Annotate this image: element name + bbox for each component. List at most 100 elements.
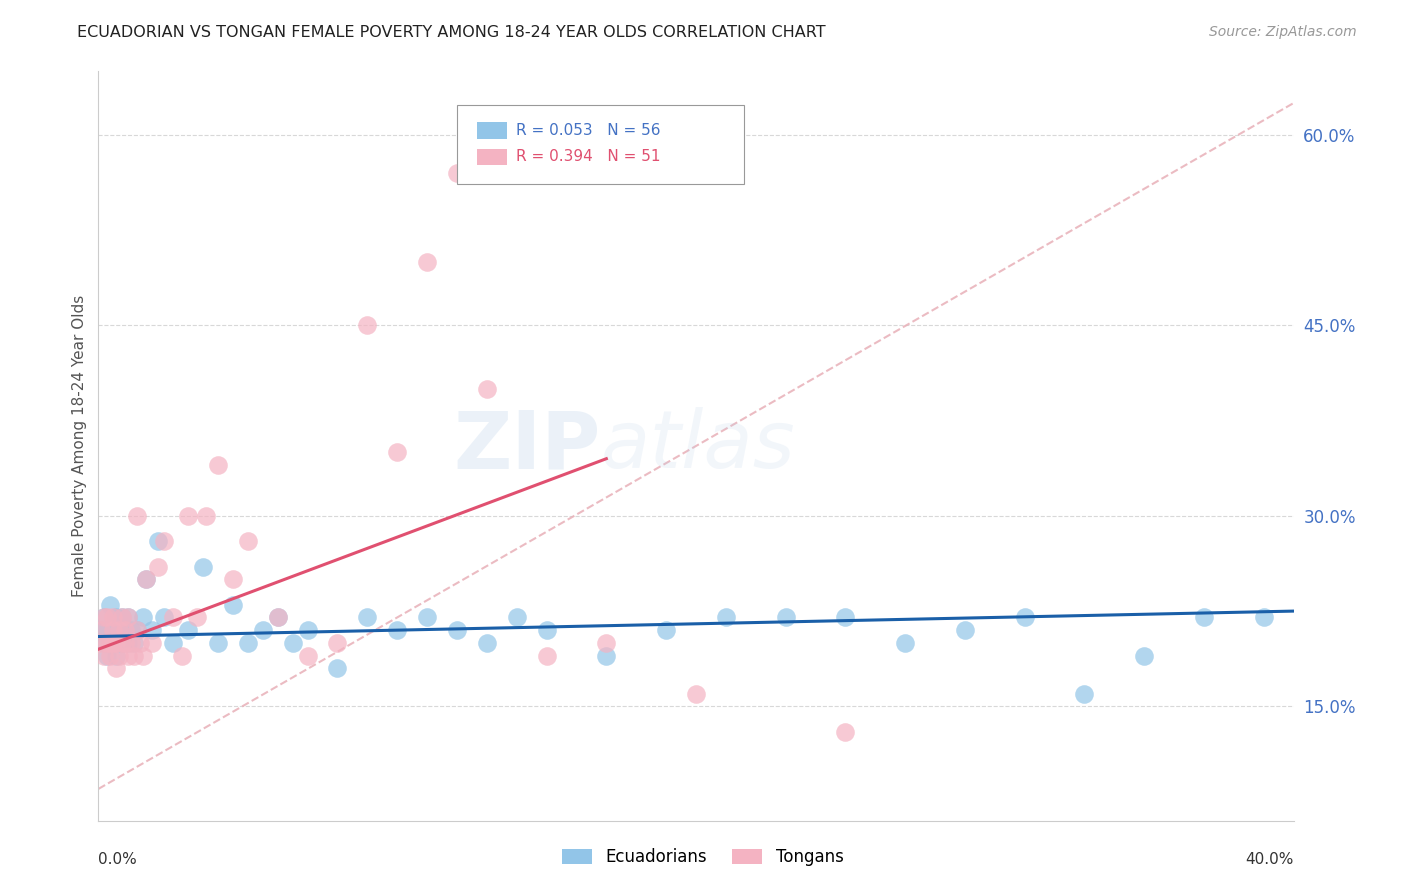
Point bbox=[127, 623, 149, 637]
Point bbox=[1073, 687, 1095, 701]
Point bbox=[105, 636, 128, 650]
Point bbox=[129, 636, 152, 650]
Point bbox=[775, 610, 797, 624]
Point bbox=[297, 648, 319, 663]
FancyBboxPatch shape bbox=[477, 149, 508, 165]
Point bbox=[117, 610, 139, 624]
Point bbox=[172, 648, 194, 663]
Text: R = 0.053   N = 56: R = 0.053 N = 56 bbox=[516, 123, 659, 138]
Point bbox=[93, 648, 115, 663]
Y-axis label: Female Poverty Among 18-24 Year Olds: Female Poverty Among 18-24 Year Olds bbox=[72, 295, 87, 597]
Point bbox=[236, 534, 259, 549]
Point bbox=[207, 458, 229, 472]
Point bbox=[222, 598, 245, 612]
Point bbox=[356, 318, 378, 333]
Text: 0.0%: 0.0% bbox=[98, 853, 138, 867]
Point bbox=[1133, 648, 1156, 663]
Point bbox=[536, 623, 558, 637]
Point bbox=[93, 610, 115, 624]
Point bbox=[191, 559, 214, 574]
Point bbox=[416, 255, 439, 269]
Point bbox=[135, 572, 157, 586]
Point bbox=[446, 166, 468, 180]
Point bbox=[141, 636, 163, 650]
Point bbox=[111, 610, 134, 624]
Point bbox=[90, 636, 112, 650]
Text: R = 0.394   N = 51: R = 0.394 N = 51 bbox=[516, 149, 659, 164]
Point bbox=[93, 610, 115, 624]
Point bbox=[685, 687, 707, 701]
Point bbox=[153, 534, 176, 549]
Point bbox=[1192, 610, 1215, 624]
Point bbox=[117, 610, 139, 624]
Point bbox=[103, 636, 125, 650]
Point bbox=[114, 623, 136, 637]
Point bbox=[132, 648, 155, 663]
Point bbox=[103, 623, 125, 637]
Point bbox=[475, 382, 498, 396]
Point bbox=[326, 661, 349, 675]
Point bbox=[326, 636, 349, 650]
Point bbox=[93, 636, 115, 650]
Point bbox=[385, 445, 409, 459]
Point bbox=[127, 623, 149, 637]
Text: Source: ZipAtlas.com: Source: ZipAtlas.com bbox=[1209, 25, 1357, 39]
FancyBboxPatch shape bbox=[457, 105, 744, 184]
Point bbox=[108, 648, 131, 663]
Point bbox=[103, 623, 125, 637]
Text: 40.0%: 40.0% bbox=[1246, 853, 1294, 867]
Point bbox=[111, 610, 134, 624]
Point bbox=[141, 623, 163, 637]
Point bbox=[267, 610, 290, 624]
Point bbox=[714, 610, 737, 624]
Point bbox=[98, 598, 122, 612]
Point bbox=[90, 623, 112, 637]
Point bbox=[446, 623, 468, 637]
Point bbox=[177, 508, 200, 523]
Point bbox=[96, 648, 118, 663]
Point bbox=[281, 636, 304, 650]
Point bbox=[96, 636, 118, 650]
Point bbox=[117, 636, 139, 650]
Point bbox=[96, 623, 118, 637]
Point bbox=[124, 636, 146, 650]
Point bbox=[98, 636, 122, 650]
Point bbox=[894, 636, 917, 650]
Point bbox=[953, 623, 976, 637]
Point bbox=[1014, 610, 1036, 624]
Point bbox=[834, 610, 856, 624]
Point bbox=[177, 623, 200, 637]
Point bbox=[267, 610, 290, 624]
Point bbox=[108, 623, 131, 637]
Point bbox=[595, 648, 617, 663]
Point bbox=[98, 636, 122, 650]
Point bbox=[114, 623, 136, 637]
Point bbox=[148, 534, 170, 549]
FancyBboxPatch shape bbox=[477, 122, 508, 139]
Legend: Ecuadorians, Tongans: Ecuadorians, Tongans bbox=[555, 842, 851, 873]
Point bbox=[111, 636, 134, 650]
Point bbox=[162, 636, 184, 650]
Point bbox=[536, 648, 558, 663]
Point bbox=[655, 623, 678, 637]
Point bbox=[135, 572, 157, 586]
Point bbox=[108, 636, 131, 650]
Point bbox=[186, 610, 208, 624]
Point bbox=[153, 610, 176, 624]
Point bbox=[117, 648, 139, 663]
Point bbox=[195, 508, 218, 523]
Point bbox=[475, 636, 498, 650]
Point bbox=[105, 648, 128, 663]
Text: ECUADORIAN VS TONGAN FEMALE POVERTY AMONG 18-24 YEAR OLDS CORRELATION CHART: ECUADORIAN VS TONGAN FEMALE POVERTY AMON… bbox=[77, 25, 825, 40]
Point bbox=[124, 648, 146, 663]
Point bbox=[114, 636, 136, 650]
Point bbox=[236, 636, 259, 650]
Point bbox=[111, 636, 134, 650]
Point bbox=[416, 610, 439, 624]
Point bbox=[162, 610, 184, 624]
Point bbox=[132, 610, 155, 624]
Point bbox=[103, 610, 125, 624]
Point bbox=[105, 661, 128, 675]
Point bbox=[120, 623, 142, 637]
Point bbox=[222, 572, 245, 586]
